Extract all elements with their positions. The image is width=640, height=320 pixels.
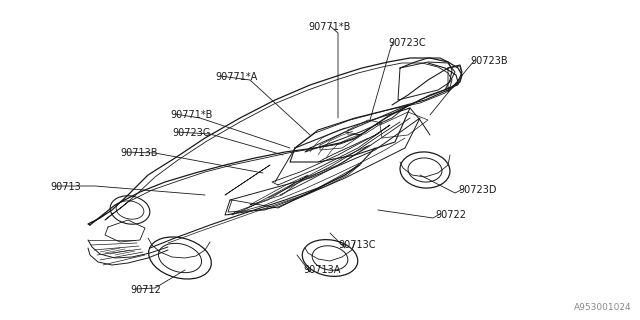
Text: 90723B: 90723B xyxy=(470,56,508,66)
Text: 90713B: 90713B xyxy=(120,148,157,158)
Text: 90713: 90713 xyxy=(50,182,81,192)
Text: 90723C: 90723C xyxy=(388,38,426,48)
Text: 90771*B: 90771*B xyxy=(170,110,212,120)
Text: 90771*A: 90771*A xyxy=(215,72,257,82)
Text: 90723G: 90723G xyxy=(172,128,211,138)
Text: 90712: 90712 xyxy=(130,285,161,295)
Text: 90771*B: 90771*B xyxy=(309,22,351,32)
Text: 90722: 90722 xyxy=(435,210,466,220)
Text: 90723D: 90723D xyxy=(458,185,497,195)
Text: 90713A: 90713A xyxy=(303,265,340,275)
Text: 90713C: 90713C xyxy=(338,240,376,250)
Text: A953001024: A953001024 xyxy=(574,303,632,312)
